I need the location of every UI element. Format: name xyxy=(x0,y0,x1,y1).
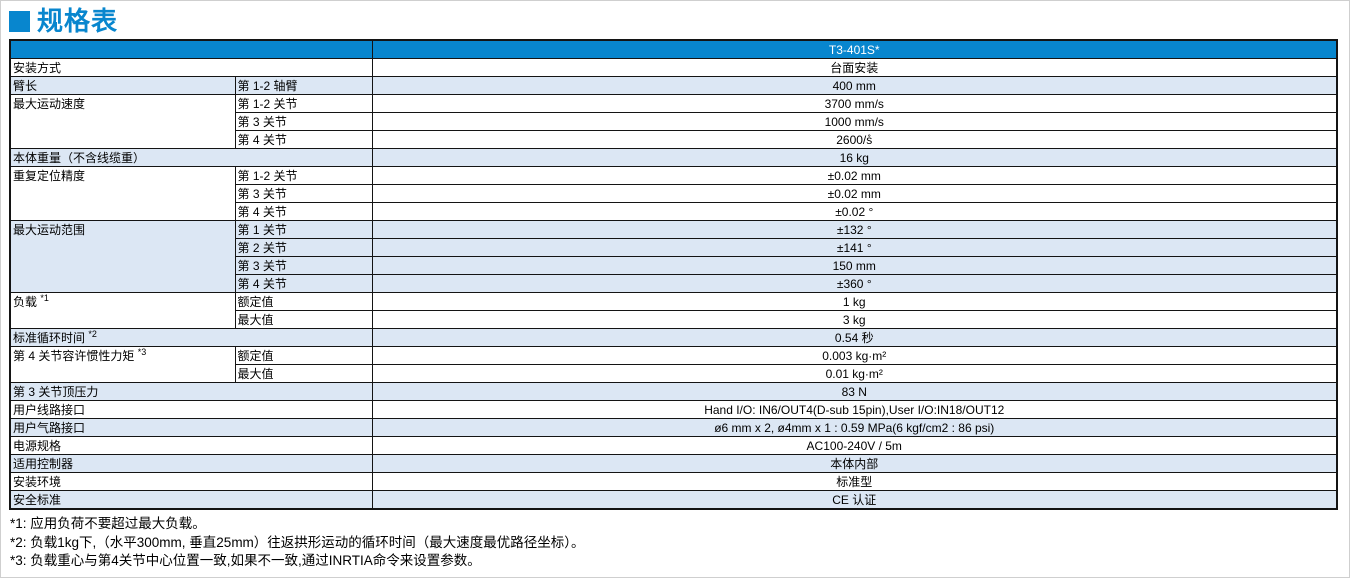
footnotes: *1: 应用负荷不要超过最大负载。 *2: 负载1kg下,（水平300mm, 垂直… xyxy=(10,515,1349,571)
spec-value: 0.003 kg·m² xyxy=(371,346,1338,365)
table-row: 本体重量（不含线缆重） 16 kg xyxy=(9,148,1338,167)
footnote-mark: *1 xyxy=(40,293,49,304)
spec-value: 2600/s̊ xyxy=(371,130,1338,149)
spec-value: 1 kg xyxy=(371,292,1338,311)
spec-label: 安全标准 xyxy=(9,490,373,510)
footnote-line: *2: 负载1kg下,（水平300mm, 垂直25mm）往返拱形运动的循环时间（… xyxy=(10,534,585,550)
table-row: 最大值 3 kg xyxy=(10,310,1338,329)
spec-value: 0.01 kg·m² xyxy=(371,364,1338,383)
spec-label: 最大运动速度 xyxy=(9,94,236,149)
spec-sublabel: 额定值 xyxy=(234,292,373,311)
table-row: 最大运动范围第 1 关节 ±132 ° xyxy=(9,220,1338,293)
table-row: 用户线路接口 Hand I/O: IN6/OUT4(D-sub 15pin),Us… xyxy=(9,400,1338,419)
spec-label: 适用控制器 xyxy=(9,454,373,473)
spec-value: ±132 ° xyxy=(371,220,1338,239)
spec-label: 本体重量（不含线缆重） xyxy=(9,148,373,167)
spec-sublabel: 第 4 关节 xyxy=(234,202,373,221)
spec-value: AC100-240V / 5m xyxy=(371,436,1338,455)
table-row: 安装环境 标准型 xyxy=(9,472,1338,491)
table-row: 最大运动速度第 1-2 关节 3700 mm/s xyxy=(9,94,1338,149)
spec-table: T3-401S* 安装方式 台面安装 臂长第 1-2 轴臂 400 mm 最大运动速度第… xyxy=(9,39,1338,510)
footnote-mark: *3 xyxy=(137,347,147,358)
spec-value: 标准型 xyxy=(371,472,1338,491)
spec-value: 1000 mm/s xyxy=(371,112,1338,131)
table-row: 安装方式 台面安装 xyxy=(9,58,1338,77)
spec-value: 83 N xyxy=(371,382,1338,401)
spec-value: 本体内部 xyxy=(371,454,1338,473)
spec-label: 最大运动范围 xyxy=(9,220,236,293)
spec-label: 电源规格 xyxy=(9,436,373,455)
spec-value: 3 kg xyxy=(371,310,1338,329)
spec-sublabel: 第 1-2 关节 xyxy=(234,94,373,113)
table-row: 标准循环时间 *2 0.54 秒 xyxy=(9,328,1338,347)
table-row: 电源规格 AC100-240V / 5m xyxy=(9,436,1338,455)
table-header-model: T3-401S* xyxy=(371,39,1338,59)
spec-sublabel: 第 4 关节 xyxy=(234,130,373,149)
spec-value: ±0.02 ° xyxy=(371,202,1338,221)
spec-value: Hand I/O: IN6/OUT4(D-sub 15pin),User I/O… xyxy=(371,400,1338,419)
spec-sublabel: 第 1-2 关节 xyxy=(234,166,373,185)
spec-label: 安装环境 xyxy=(9,472,373,491)
spec-value: 150 mm xyxy=(371,256,1338,275)
spec-sublabel: 第 3 关节 xyxy=(234,184,373,203)
spec-label: 第 3 关节顶压力 xyxy=(9,382,373,401)
page-title: 规格表 xyxy=(37,6,119,36)
spec-label: 安装方式 xyxy=(9,58,373,77)
spec-sublabel: 第 2 关节 xyxy=(234,238,373,257)
spec-sublabel: 第 1-2 轴臂 xyxy=(234,76,373,95)
spec-value: ø6 mm x 2, ø4mm x 1 : 0.59 MPa(6 kgf/cm2… xyxy=(371,418,1338,437)
spec-label: 臂长 xyxy=(9,76,236,95)
spec-value: 0.54 秒 xyxy=(371,328,1338,347)
spec-sublabel: 最大值 xyxy=(234,364,373,383)
table-row: 第 4 关节容许惯性力矩 *3 额定值 0.003 kg·m² xyxy=(9,346,1338,383)
spec-label: 标准循环时间 *2 xyxy=(9,328,373,347)
table-row: 适用控制器 本体内部 xyxy=(9,454,1338,473)
table-row: 第 3 关节顶压力 83 N xyxy=(9,382,1338,401)
spec-value: 16 kg xyxy=(371,148,1338,167)
table-row: 用户气路接口 ø6 mm x 2, ø4mm x 1 : 0.59 MPa(6 k… xyxy=(9,418,1338,437)
spec-value: 3700 mm/s xyxy=(371,94,1338,113)
spec-value: 400 mm xyxy=(371,76,1338,95)
table-row: 负载 *1 额定值 1 kg xyxy=(9,292,1338,329)
spec-value: ±360 ° xyxy=(371,274,1338,293)
table-row: 第 3 关节 150 mm xyxy=(10,256,1338,275)
section-title: 规格表 xyxy=(9,8,1349,34)
table-row: 重复定位精度第 1-2 关节 ±0.02 mm xyxy=(9,166,1338,221)
table-row: 第 4 关节 ±360 ° xyxy=(10,274,1338,293)
table-header-empty xyxy=(9,39,373,59)
footnote-line: *1: 应用负荷不要超过最大负载。 xyxy=(10,516,206,531)
footnote-mark: *2 xyxy=(88,329,97,340)
spec-value: ±0.02 mm xyxy=(371,184,1338,203)
table-header-row: T3-401S* xyxy=(9,39,1338,59)
table-row: 第 2 关节 ±141 ° xyxy=(10,238,1338,257)
spec-value: CE 认证 xyxy=(371,490,1338,510)
spec-label: 用户气路接口 xyxy=(9,418,373,437)
spec-sublabel: 第 4 关节 xyxy=(234,274,373,293)
spec-sublabel: 最大值 xyxy=(234,310,373,329)
spec-label: 第 4 关节容许惯性力矩 *3 xyxy=(9,346,236,383)
spec-label: 用户线路接口 xyxy=(9,400,373,419)
spec-sublabel: 第 1 关节 xyxy=(234,220,373,239)
spec-value: ±0.02 mm xyxy=(371,166,1338,185)
table-row: 安全标准 CE 认证 xyxy=(9,490,1338,510)
spec-sublabel: 额定值 xyxy=(234,346,373,365)
spec-label: 重复定位精度 xyxy=(9,166,236,221)
spec-value: ±141 ° xyxy=(371,238,1338,257)
spec-label: 负载 *1 xyxy=(9,292,236,329)
spec-sublabel: 第 3 关节 xyxy=(234,112,373,131)
title-square-icon xyxy=(9,10,30,32)
footnote-line: *3: 负载重心与第4关节中心位置一致,如果不一致,通过INRTIA命令来设置参… xyxy=(10,553,481,568)
table-row: 臂长第 1-2 轴臂 400 mm xyxy=(9,76,1338,95)
spec-sublabel: 第 3 关节 xyxy=(234,256,373,275)
spec-table-body: 安装方式 台面安装 臂长第 1-2 轴臂 400 mm 最大运动速度第 1-2 关节 37… xyxy=(9,58,1338,510)
spec-value: 台面安装 xyxy=(371,58,1338,77)
